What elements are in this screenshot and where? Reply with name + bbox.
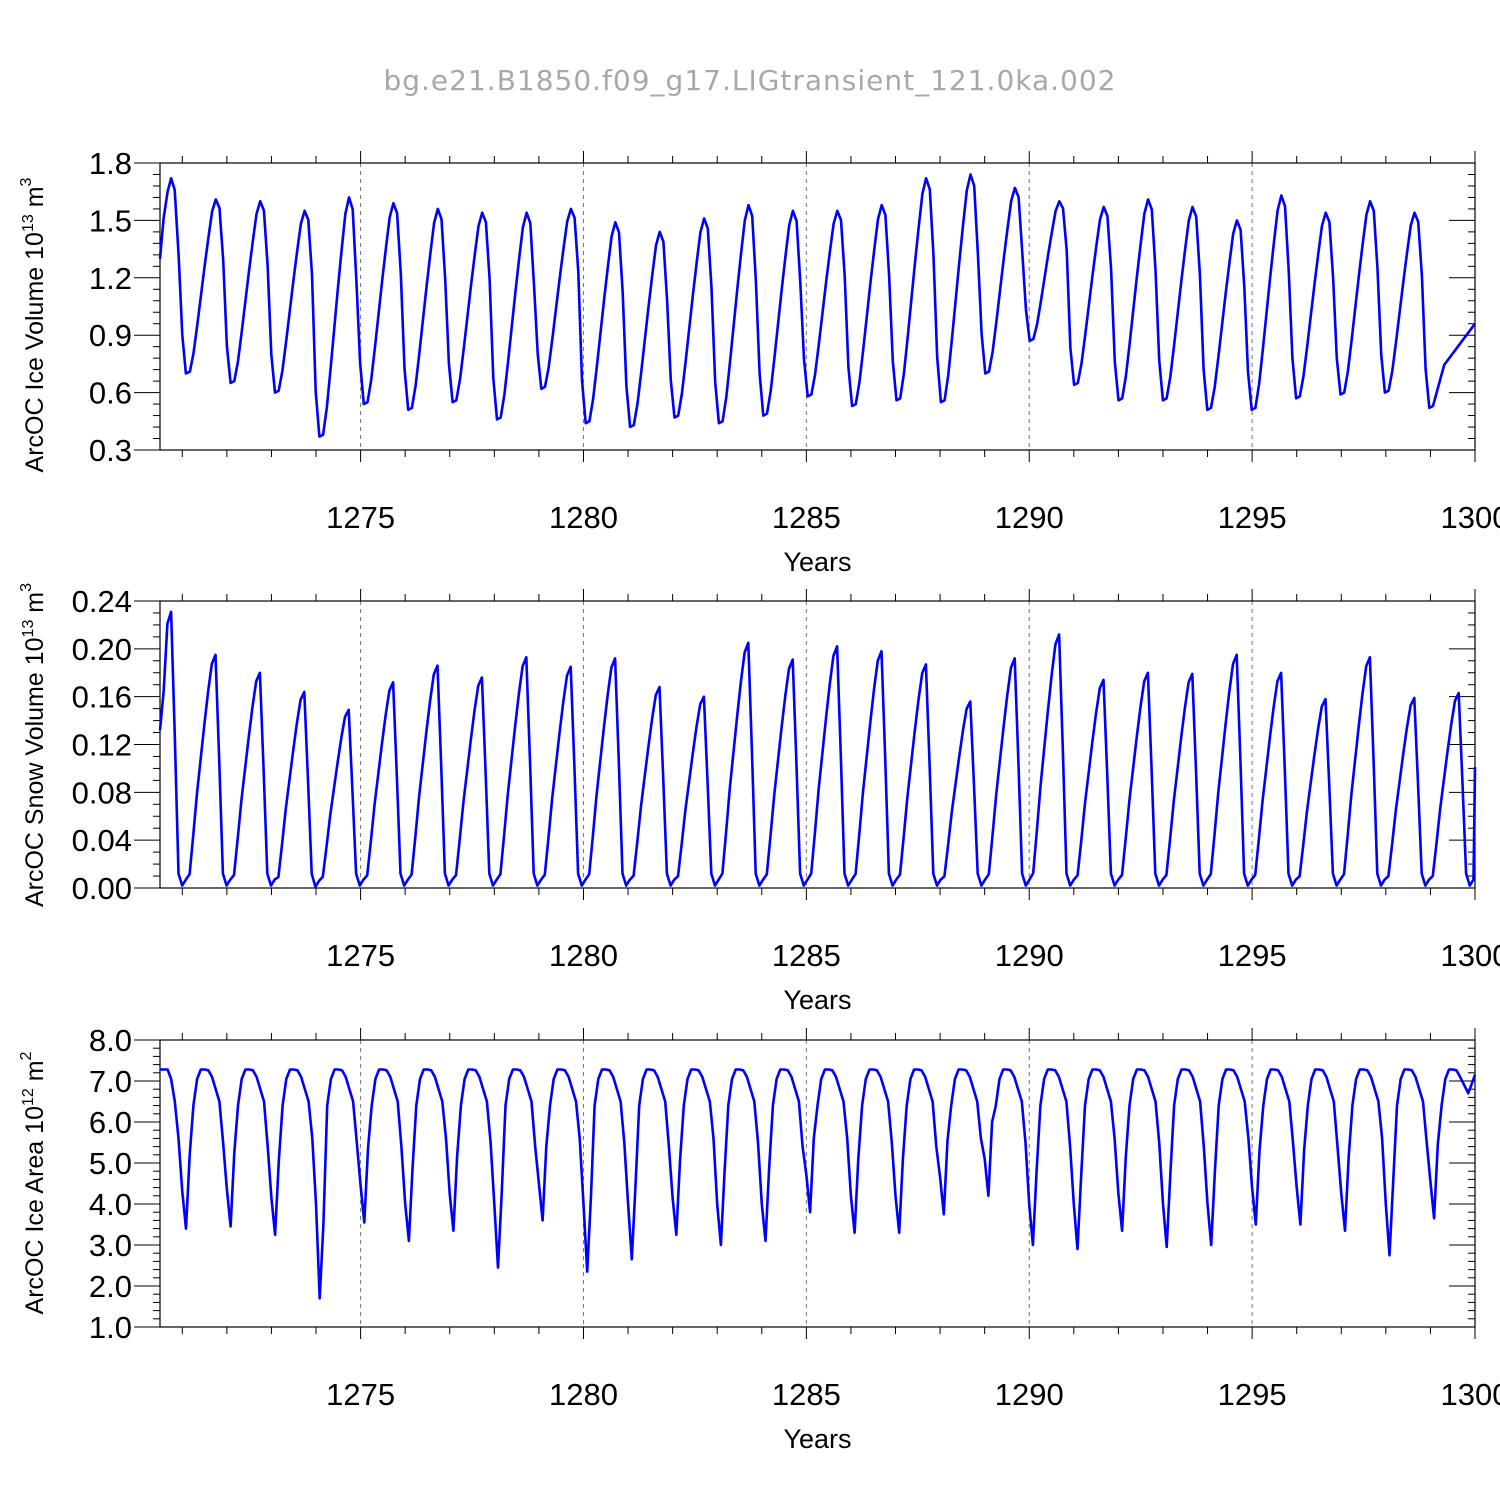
series-line [158, 173, 1477, 438]
y-tick-label: 3.0 [89, 1228, 132, 1263]
y-tick-label: 8.0 [89, 1023, 132, 1058]
y-tick-label: 1.5 [89, 203, 132, 238]
y-tick-label: 1.2 [89, 261, 132, 296]
y-tick-label: 2.0 [89, 1269, 132, 1304]
x-tick-label: 1275 [326, 1377, 395, 1412]
x-axis-label: Years [783, 547, 851, 577]
x-tick-label: 1285 [772, 1377, 841, 1412]
x-tick-label: 1300 [1441, 938, 1500, 973]
y-tick-label: 6.0 [89, 1105, 132, 1140]
y-axis-label: ArcOC Ice Area 1012 m2 [18, 1051, 49, 1314]
y-tick-label: 4.0 [89, 1187, 132, 1222]
x-tick-label: 1275 [326, 500, 395, 535]
y-tick-label: 0.12 [72, 728, 132, 763]
x-tick-label: 1285 [772, 500, 841, 535]
y-tick-label: 0.04 [72, 823, 132, 858]
y-tick-label: 0.20 [72, 632, 132, 667]
x-tick-label: 1300 [1441, 1377, 1500, 1412]
x-tick-label: 1295 [1218, 1377, 1287, 1412]
x-tick-label: 1300 [1441, 500, 1500, 535]
x-tick-label: 1280 [549, 938, 618, 973]
y-tick-label: 0.24 [72, 584, 132, 619]
plot-frame [159, 1039, 1476, 1328]
plot-frame [159, 162, 1476, 451]
y-tick-label: 7.0 [89, 1064, 132, 1099]
x-tick-label: 1295 [1218, 938, 1287, 973]
y-tick-label: 1.8 [89, 146, 132, 181]
y-axis-label: ArcOC Snow Volume 1013 m3 [18, 583, 49, 907]
x-axis-label: Years [783, 1424, 851, 1454]
x-tick-label: 1280 [549, 500, 618, 535]
y-tick-label: 0.9 [89, 318, 132, 353]
snow-volume-panel: 1275 1280 1285 1290 1295 1300 Years 0.00 0.04 0.0… [18, 583, 1500, 1015]
y-tick-label: 5.0 [89, 1146, 132, 1181]
ice-area-panel: 1275 1280 1285 1290 1295 1300 Years 1.0 2.0 3.0 4.… [18, 1023, 1500, 1454]
y-tick-label: 0.16 [72, 680, 132, 715]
y-axis-label: ArcOC Ice Volume 1013 m3 [18, 177, 49, 472]
y-tick-label: 0.00 [72, 871, 132, 906]
y-tick-label: 0.6 [89, 376, 132, 411]
plot-frame [159, 600, 1476, 889]
x-tick-label: 1290 [995, 938, 1064, 973]
x-tick-label: 1290 [995, 500, 1064, 535]
y-tick-label: 0.08 [72, 775, 132, 810]
page-title: bg.e21.B1850.f09_g17.LIGtransient_121.0k… [383, 64, 1117, 97]
series-line [160, 1068, 1477, 1300]
series-line [158, 610, 1477, 889]
x-tick-label: 1280 [549, 1377, 618, 1412]
x-axis-label: Years [783, 985, 851, 1015]
x-tick-label: 1290 [995, 1377, 1064, 1412]
x-tick-label: 1285 [772, 938, 841, 973]
ice-volume-panel: 1275 1280 1285 1290 1295 1300 Years 0.3 0.6 0.9 1.… [18, 146, 1500, 577]
y-tick-label: 0.3 [89, 433, 132, 468]
y-tick-label: 1.0 [89, 1310, 132, 1345]
x-tick-label: 1275 [326, 938, 395, 973]
x-tick-label: 1295 [1218, 500, 1287, 535]
